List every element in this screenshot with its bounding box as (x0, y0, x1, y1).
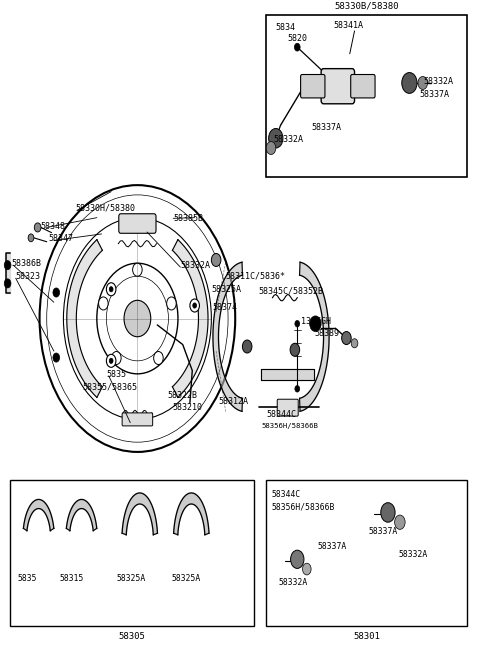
Text: 58315: 58315 (60, 574, 84, 583)
Circle shape (4, 279, 11, 288)
Circle shape (295, 386, 300, 392)
FancyBboxPatch shape (351, 74, 375, 98)
Circle shape (34, 223, 41, 232)
Text: 58337A: 58337A (369, 528, 398, 537)
Circle shape (107, 283, 116, 296)
FancyBboxPatch shape (122, 413, 153, 426)
Bar (10, 480, 254, 626)
Circle shape (109, 286, 113, 292)
Text: 58330H/58380: 58330H/58380 (75, 204, 135, 212)
Text: 58345C/58352B: 58345C/58352B (258, 286, 323, 296)
Text: 58305: 58305 (119, 631, 145, 641)
Text: 5835: 5835 (107, 370, 126, 379)
Text: 58332A: 58332A (398, 551, 428, 559)
Text: 58389: 58389 (314, 329, 339, 338)
Circle shape (190, 299, 199, 312)
Text: 58311C/5836*: 58311C/5836* (226, 272, 286, 281)
Circle shape (290, 550, 304, 568)
Polygon shape (172, 240, 208, 397)
Text: 58374: 58374 (213, 303, 238, 312)
Text: 58325A: 58325A (172, 574, 201, 583)
Polygon shape (213, 262, 242, 411)
Circle shape (290, 343, 300, 356)
Text: 58332A: 58332A (424, 77, 454, 86)
FancyBboxPatch shape (300, 74, 325, 98)
Text: 58385B: 58385B (173, 214, 203, 223)
Text: 5820: 5820 (288, 34, 308, 43)
Circle shape (302, 563, 311, 575)
Circle shape (98, 297, 108, 310)
Circle shape (294, 43, 300, 51)
Circle shape (167, 297, 176, 310)
FancyBboxPatch shape (119, 214, 156, 233)
Text: 58355/58365: 58355/58365 (83, 382, 137, 392)
Text: 58330B/58380: 58330B/58380 (334, 2, 399, 11)
Text: 58337A: 58337A (317, 542, 347, 551)
Text: 58348: 58348 (40, 221, 66, 231)
Circle shape (295, 321, 300, 327)
Circle shape (28, 234, 34, 242)
Circle shape (53, 288, 60, 297)
Circle shape (269, 129, 283, 148)
Text: 58325A: 58325A (117, 574, 146, 583)
Text: 5835: 5835 (18, 574, 37, 583)
Text: 58301: 58301 (353, 631, 380, 641)
Circle shape (381, 503, 395, 522)
Text: 58332A: 58332A (180, 261, 210, 269)
Text: 58356H/58366B: 58356H/58366B (271, 503, 335, 512)
Polygon shape (262, 369, 314, 380)
Circle shape (342, 332, 351, 344)
Text: 58356H/58366B: 58356H/58366B (262, 423, 318, 429)
Circle shape (4, 261, 11, 270)
Circle shape (310, 316, 321, 332)
Polygon shape (66, 499, 97, 531)
Polygon shape (300, 262, 329, 411)
Text: 58332A: 58332A (278, 578, 307, 587)
Text: 583210: 583210 (172, 403, 202, 412)
Circle shape (266, 141, 276, 154)
Text: 58322B: 58322B (168, 391, 197, 400)
Circle shape (124, 300, 151, 337)
Polygon shape (122, 493, 157, 535)
Bar (266, 14, 467, 177)
Circle shape (111, 351, 121, 365)
Text: 58386B: 58386B (11, 259, 41, 267)
Circle shape (351, 339, 358, 348)
Polygon shape (174, 493, 209, 535)
Text: 58325A: 58325A (211, 284, 241, 294)
Text: 5834: 5834 (276, 23, 296, 32)
Circle shape (211, 254, 221, 267)
Circle shape (132, 263, 142, 276)
Circle shape (418, 76, 428, 89)
Text: 58312A: 58312A (218, 397, 249, 406)
Circle shape (402, 72, 417, 93)
Text: 58323: 58323 (16, 272, 41, 281)
Text: 58341A: 58341A (333, 21, 363, 30)
Circle shape (107, 354, 116, 367)
Circle shape (53, 353, 60, 362)
Polygon shape (67, 240, 102, 397)
Text: 58344C: 58344C (271, 489, 300, 499)
FancyBboxPatch shape (277, 399, 298, 416)
Polygon shape (24, 499, 54, 531)
Text: 58337A: 58337A (312, 123, 342, 131)
Polygon shape (6, 254, 10, 292)
Bar (266, 480, 467, 626)
Circle shape (242, 340, 252, 353)
Circle shape (193, 303, 197, 308)
FancyBboxPatch shape (321, 68, 355, 104)
Circle shape (154, 351, 163, 365)
Text: 58347: 58347 (48, 234, 73, 243)
Text: 58344C: 58344C (266, 411, 296, 419)
Circle shape (395, 515, 405, 530)
Text: 58332A: 58332A (274, 135, 303, 144)
Text: 136CGH: 136CGH (301, 317, 331, 327)
Text: 58337A: 58337A (419, 90, 449, 99)
Circle shape (109, 358, 113, 363)
